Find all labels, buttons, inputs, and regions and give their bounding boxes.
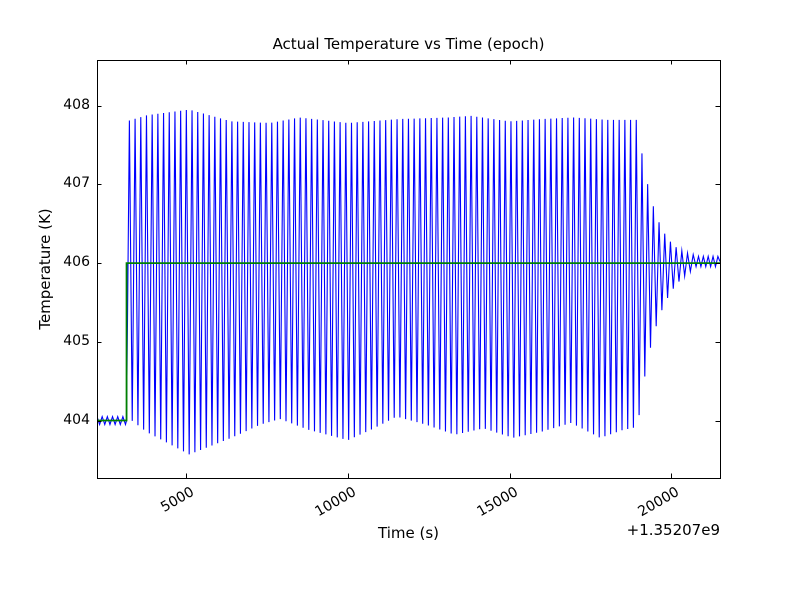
y-tick-label: 408	[63, 96, 90, 113]
y-tick-label: 407	[63, 175, 90, 192]
y-tick-label: 404	[63, 411, 90, 428]
x-axis-offset: +1.35207e9	[626, 521, 720, 539]
x-axis-label: Time (s)	[378, 524, 439, 542]
y-tick-label: 406	[63, 254, 90, 271]
y-tick-label: 405	[63, 332, 90, 349]
chart-title: Actual Temperature vs Time (epoch)	[272, 35, 545, 53]
